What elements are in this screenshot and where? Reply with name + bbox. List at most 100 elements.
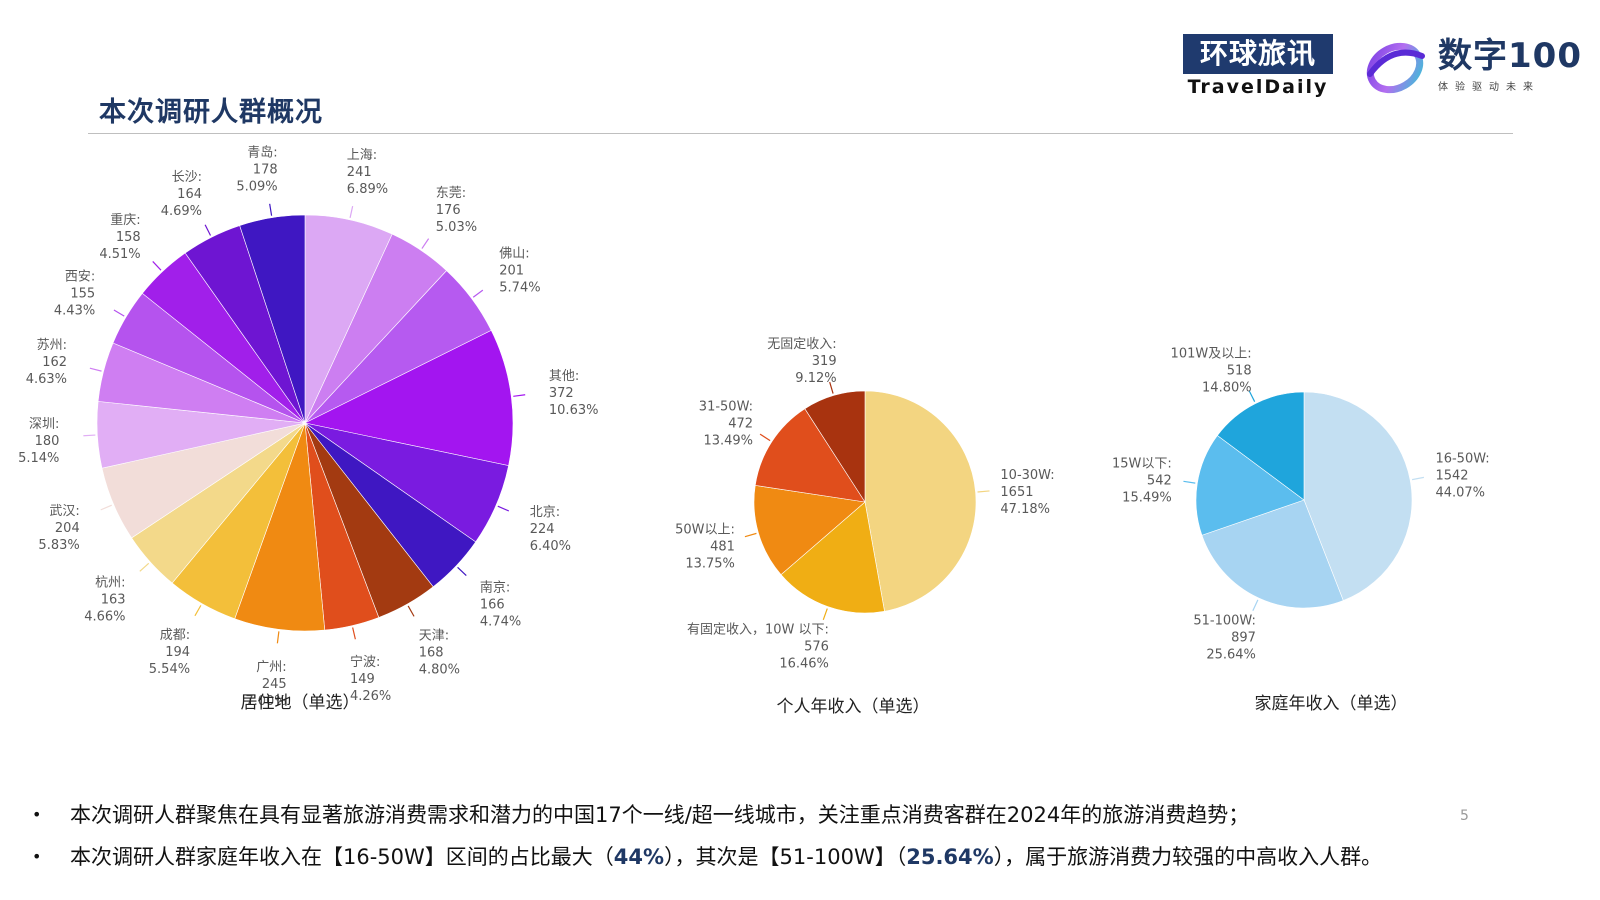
slice-label-name: 长沙: (172, 170, 202, 185)
slice-label-name: 宁波: (350, 654, 380, 670)
slice-label: 无固定收入: 319 9.12% (767, 337, 836, 386)
slice-label-name: 成都: (160, 628, 190, 643)
slice-label-value: 176 (436, 203, 461, 218)
slice-label-pct: 14.80% (1202, 381, 1252, 396)
bullet-text-part: 本次调研人群家庭年收入在【16-50W】区间的占比最大（ (70, 845, 614, 869)
slice-label-name: 东莞: (436, 186, 466, 201)
slice-label-value: 518 (1227, 364, 1252, 379)
slice-label-name: 50W以上: (675, 523, 735, 538)
slice-label-pct: 13.75% (685, 557, 735, 572)
slice-label: 南京: 166 4.74% (480, 580, 521, 630)
slice-label: 10-30W: 1651 47.18% (1000, 468, 1054, 517)
slice-label-pct: 5.03% (436, 220, 477, 235)
slice-label: 武汉: 204 5.83% (38, 504, 79, 553)
slice-label-pct: 4.43% (54, 304, 95, 319)
slice-label-value: 204 (55, 521, 80, 536)
pie-slice (1216, 391, 1305, 501)
leader-line (113, 309, 125, 317)
slice-label-pct: 44.07% (1435, 486, 1485, 501)
slice-label-value: 180 (35, 434, 60, 449)
slice-label-value: 1542 (1435, 469, 1468, 484)
slice-label-pct: 25.64% (1206, 647, 1256, 662)
slice-label-value: 149 (350, 672, 375, 687)
bullet-item: • 本次调研人群聚焦在具有显著旅游消费需求和潜力的中国17个一线/超一线城市，关注… (30, 800, 1590, 842)
bullet-text-part: 本次调研人群聚焦在具有显著旅游消费需求和潜力的中国17个一线/超一线城市，关注重… (70, 803, 1250, 827)
leader-line (977, 490, 990, 493)
slice-label: 成都: 194 5.54% (149, 628, 190, 677)
slice-label: 青岛: 178 5.09% (236, 144, 277, 194)
slice-label: 佛山: 201 5.74% (499, 246, 540, 295)
slice-label-value: 481 (710, 540, 735, 555)
slice-label-value: 245 (262, 677, 287, 692)
traveldaily-logo-cn: 环球旅讯 (1183, 34, 1333, 74)
title-divider (88, 133, 1513, 134)
slice-label-name: 广州: (256, 660, 286, 675)
leader-line (349, 206, 354, 219)
slice-label-name: 深圳: (29, 417, 59, 432)
slice-label-name: 无固定收入: (767, 337, 836, 352)
slice-label-name: 苏州: (37, 337, 67, 353)
slice-label-value: 201 (499, 263, 524, 278)
shuzi100-logo-main: 数字100 (1438, 36, 1582, 76)
slice-label-value: 1651 (1000, 485, 1033, 500)
slice-label-name: 31-50W: (699, 400, 753, 415)
slice-label: 其他: 372 10.63% (549, 369, 599, 418)
slice-label-name: 杭州: (95, 576, 125, 591)
slice-label-name: 其他: (549, 369, 579, 384)
slice-label: 东莞: 176 5.03% (436, 186, 477, 235)
shuzi100-logo-sub: 体验驱动未来 (1438, 82, 1540, 93)
slice-label: 51-100W: 897 25.64% (1193, 613, 1256, 662)
leader-line (407, 605, 415, 617)
leader-line (269, 203, 273, 216)
slice-label-name: 重庆: (110, 212, 140, 228)
slice-label-pct: 4.80% (419, 662, 460, 677)
leader-line (89, 367, 102, 372)
pie-slice (239, 214, 306, 424)
pie-charts-canvas: 上海: 241 6.89% 东莞: 176 5.03% 佛山: 201 5.74% 其他: 372 1… (18, 144, 1490, 717)
leader-line (1248, 390, 1256, 402)
slice-label: 天津: 168 4.80% (419, 628, 460, 677)
pie-slice (754, 408, 866, 503)
slice-label: 广州: 245 7.00% (245, 660, 286, 709)
slice-label-name: 青岛: (247, 144, 277, 160)
slice-label-pct: 6.40% (530, 539, 571, 554)
slice-label-name: 有固定收入，10W 以下: (687, 622, 829, 637)
slice-label-name: 南京: (480, 580, 510, 596)
bullet-dot: • (32, 847, 42, 866)
bullet-text-part: ），其次是【51-100W】（ (664, 845, 907, 869)
slice-label-value: 576 (804, 639, 829, 654)
pie-slice (1195, 435, 1305, 536)
leader-line (194, 605, 202, 617)
leader-line (744, 532, 757, 538)
leader-line (421, 238, 430, 249)
slice-label-name: 51-100W: (1193, 613, 1256, 628)
slice-label: 16-50W: 1542 44.07% (1435, 452, 1489, 501)
slice-label: 北京: 224 6.40% (530, 505, 571, 554)
leader-line (204, 224, 212, 236)
slice-label-value: 372 (549, 386, 574, 401)
slice-label-pct: 6.89% (347, 182, 388, 197)
pie-slice (1201, 499, 1344, 609)
slice-label-pct: 10.63% (549, 403, 599, 418)
slice-label-pct: 13.49% (703, 434, 753, 449)
bullet-text-part: ），属于旅游消费力较强的中高收入人群。 (993, 845, 1383, 869)
slice-label: 长沙: 164 4.69% (161, 170, 202, 219)
slice-label-pct: 5.74% (499, 280, 540, 295)
slice-label-name: 西安: (65, 270, 95, 285)
chart-caption: 居住地（单选） (241, 693, 360, 713)
slice-label: 101W及以上: 518 14.80% (1171, 347, 1252, 396)
page-title: 本次调研人群概况 (99, 97, 323, 128)
slice-label: 深圳: 180 5.14% (18, 417, 59, 466)
slice-label-pct: 5.54% (149, 662, 190, 677)
slice-label-name: 武汉: (49, 504, 79, 519)
slice-label-value: 241 (347, 165, 372, 180)
leader-line (822, 608, 828, 621)
leader-line (829, 381, 834, 394)
slice-label: 15W以下: 542 15.49% (1112, 456, 1172, 505)
traveldaily-logo-en: TravelDaily (1187, 76, 1329, 98)
leader-line (100, 504, 112, 511)
slice-label-value: 472 (728, 417, 753, 432)
slice-label-value: 542 (1147, 473, 1172, 488)
leader-line (152, 261, 162, 271)
pie-slice (753, 485, 866, 576)
